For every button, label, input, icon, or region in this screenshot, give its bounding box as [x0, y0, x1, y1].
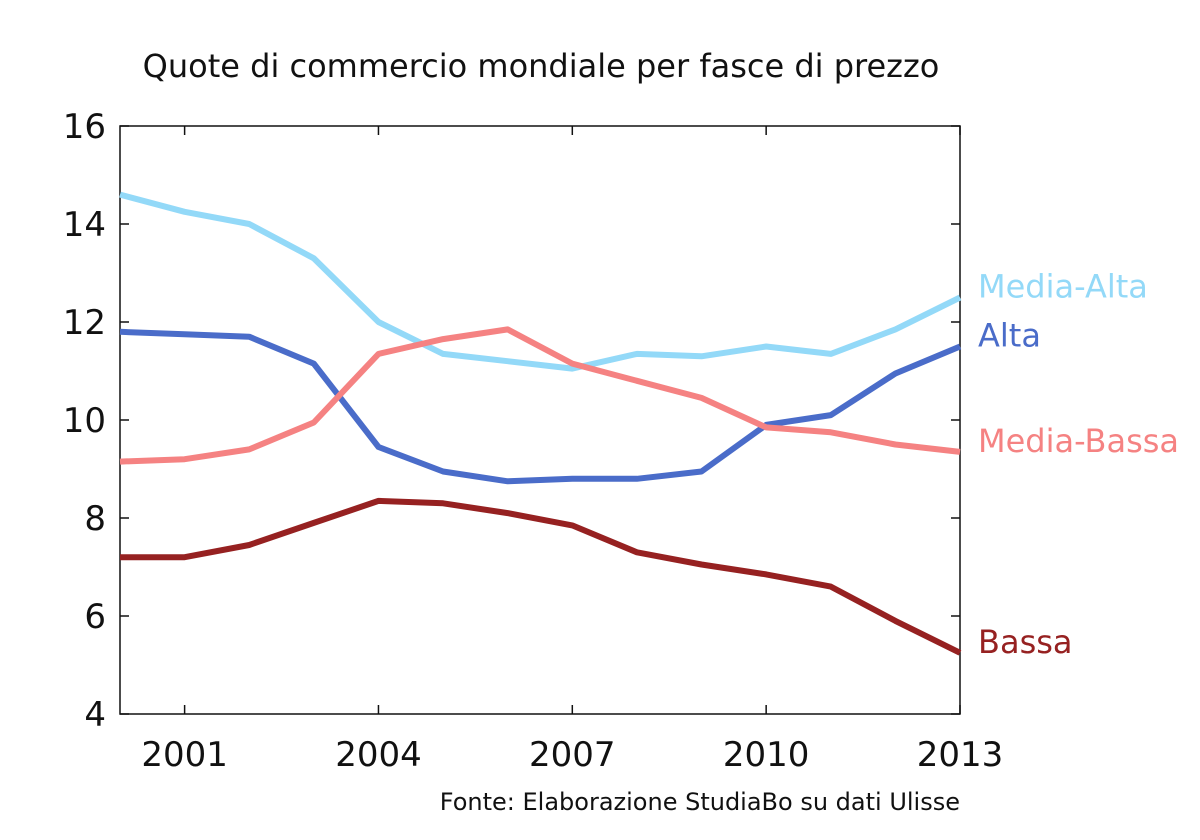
- y-tick-label: 4: [84, 695, 106, 735]
- series-label-bassa: Bassa: [978, 623, 1073, 661]
- x-tick-label: 2001: [141, 735, 228, 775]
- x-tick-label: 2004: [335, 735, 422, 775]
- y-tick-label: 10: [63, 401, 106, 441]
- y-tick-label: 14: [63, 205, 106, 245]
- series-label-media-bassa: Media-Bassa: [978, 422, 1179, 460]
- y-tick-label: 16: [63, 107, 106, 147]
- y-tick-label: 6: [84, 597, 106, 637]
- y-tick-label: 8: [84, 499, 106, 539]
- chart-source: Fonte: Elaborazione StudiaBo su dati Uli…: [440, 788, 960, 816]
- series-line-media-alta: [119, 191, 962, 372]
- chart-title: Quote di commercio mondiale per fasce di…: [143, 47, 940, 85]
- series-line-media-bassa: [119, 326, 961, 465]
- series-label-media-alta: Media-Alta: [978, 268, 1148, 306]
- plot-frame: [119, 125, 961, 715]
- x-tick-label: 2013: [917, 735, 1004, 775]
- series-line-bassa: [120, 497, 962, 656]
- x-tick-label: 2007: [529, 735, 616, 775]
- series-label-alta: Alta: [978, 317, 1041, 355]
- series-line-alta: [119, 328, 962, 485]
- y-tick-label: 12: [63, 303, 106, 343]
- x-tick-label: 2010: [723, 735, 810, 775]
